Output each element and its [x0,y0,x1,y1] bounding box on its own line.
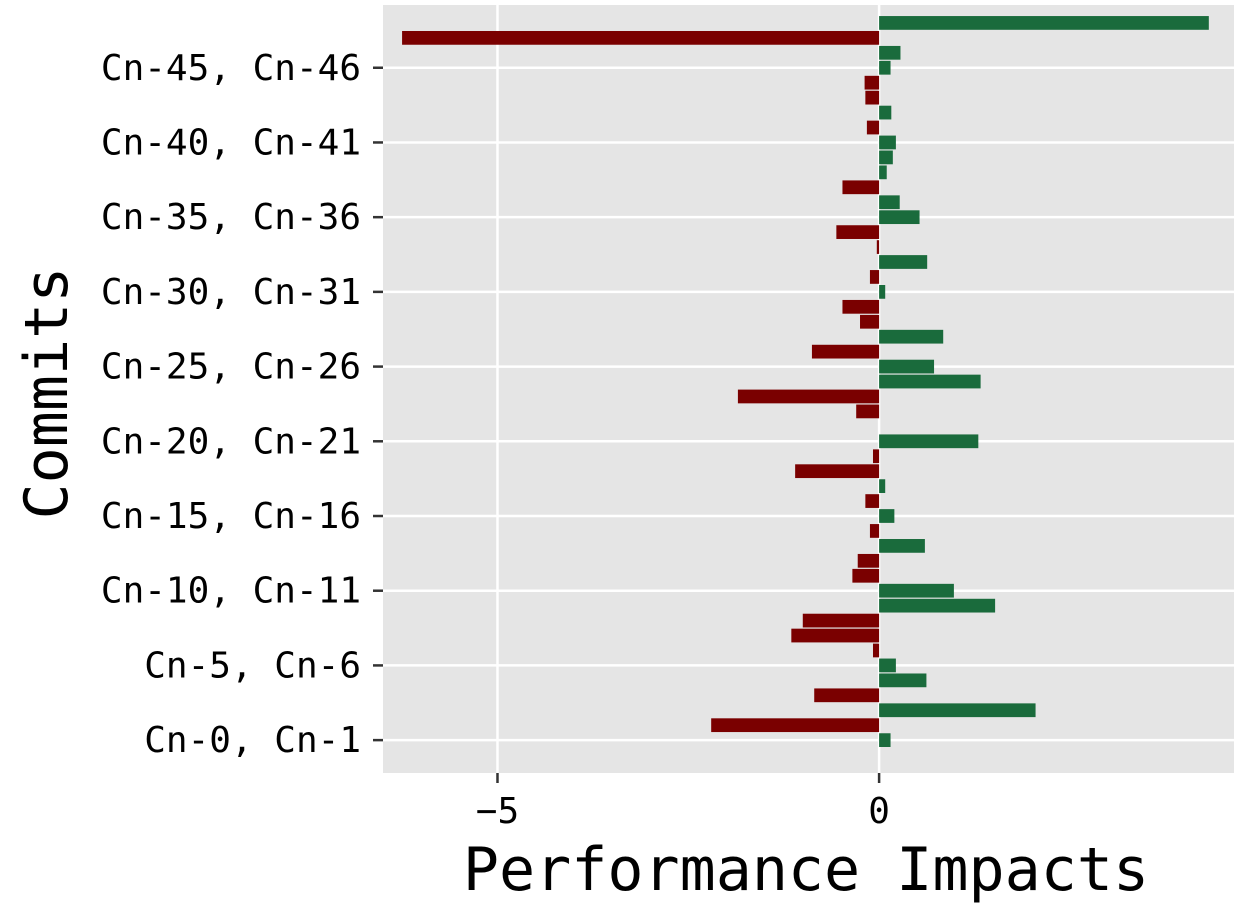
bar [879,210,920,225]
bar [879,434,979,449]
y-tick-label: Cn-35, Cn-36 [101,197,361,238]
bar [865,494,880,508]
x-tick-label: −5 [476,791,519,832]
y-tick-label: Cn-15, Cn-16 [101,496,361,537]
y-tick-label: Cn-25, Cn-26 [101,347,361,388]
bar [802,613,880,628]
bar [879,479,886,493]
bar [402,30,880,45]
bar [811,344,880,359]
bar [879,135,896,150]
bar [872,643,880,658]
bars [402,16,1209,748]
bar [879,598,996,613]
bar [857,553,880,568]
y-gridlines [383,66,1234,742]
bar [866,120,880,135]
bar [879,105,892,120]
bar [860,314,880,329]
bar [836,225,880,239]
x-axis-title: Performance Impacts [463,835,1149,905]
bar [865,90,880,105]
y-tick-label: Cn-20, Cn-21 [101,421,361,462]
bar [879,733,891,748]
bar [876,240,880,254]
bar [879,374,981,389]
bar [872,449,880,464]
bar [711,718,880,733]
y-tick-label: Cn-5, Cn-6 [144,645,361,686]
bar [879,255,928,269]
y-tick-label: Cn-10, Cn-11 [101,571,361,612]
bar [879,16,1209,30]
y-tick-label: Cn-45, Cn-46 [101,48,361,89]
bar [791,628,880,643]
bar [737,389,880,404]
bar [879,150,893,165]
bar [879,583,954,598]
bar [879,329,944,344]
bar [879,703,1036,718]
bar [879,359,935,374]
y-tick-label: Cn-0, Cn-1 [144,720,361,761]
bar [852,568,880,583]
bar [869,270,880,284]
x-tick-label: 0 [868,791,890,832]
plot-background [383,5,1234,773]
y-axis-ticks: Cn-0, Cn-1 Cn-5, Cn-6 Cn-10, Cn-11 Cn-15, C… [101,48,383,761]
bar [842,299,880,314]
y-tick-label: Cn-40, Cn-41 [101,122,361,163]
bar [842,180,880,195]
bar [879,195,900,210]
bar [869,524,880,538]
bar [795,464,880,479]
bar [864,75,880,90]
bar [879,285,886,299]
x-axis-ticks: −5 0 [476,773,890,832]
bar [879,509,895,523]
y-tick-label: Cn-30, Cn-31 [101,272,361,313]
bar [879,60,891,75]
y-axis-title: Commits [12,267,82,520]
bar [814,688,880,703]
bar [879,658,896,673]
bar [879,165,887,180]
bar [879,673,927,688]
bar [879,45,901,60]
bar [879,539,925,553]
bar [856,404,880,419]
